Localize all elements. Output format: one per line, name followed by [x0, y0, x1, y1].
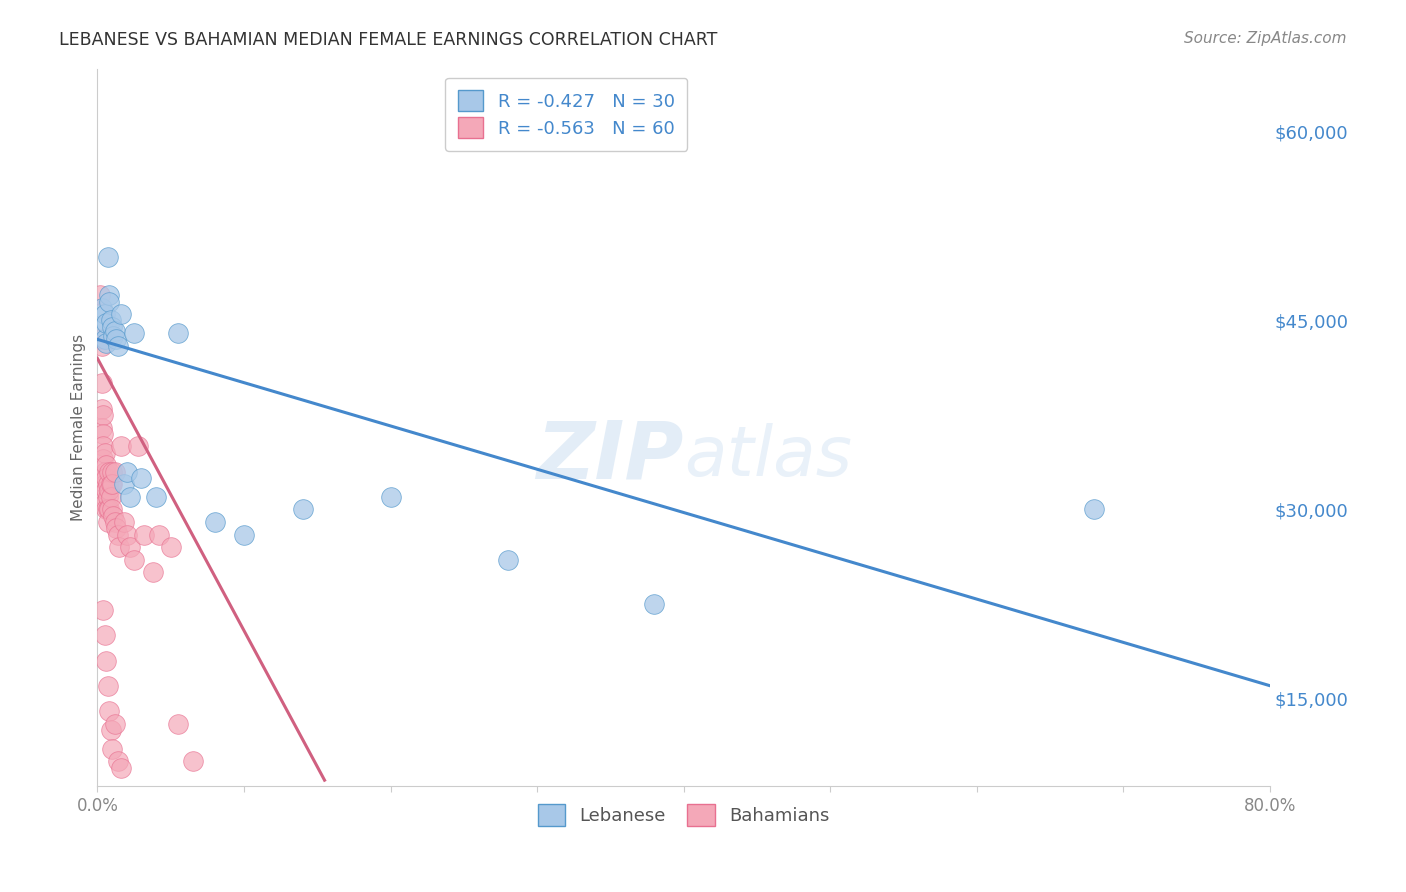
- Point: [159, 540, 181, 554]
- Point: [93, 332, 115, 346]
- Point: [97, 251, 120, 265]
- Point: [100, 313, 122, 327]
- Point: [98, 288, 121, 302]
- Y-axis label: Median Female Earnings: Median Female Earnings: [72, 334, 86, 521]
- Text: atlas: atlas: [683, 423, 852, 490]
- Point: [93, 307, 115, 321]
- Point: [97, 490, 120, 504]
- Point: [97, 477, 120, 491]
- Point: [115, 465, 138, 479]
- Point: [91, 603, 114, 617]
- Legend: Lebanese, Bahamians: Lebanese, Bahamians: [529, 795, 838, 835]
- Point: [93, 490, 115, 504]
- Point: [103, 328, 125, 343]
- Point: [103, 508, 125, 523]
- Point: [90, 301, 112, 315]
- Point: [91, 319, 114, 334]
- Point: [291, 502, 314, 516]
- Point: [496, 553, 519, 567]
- Point: [89, 288, 111, 302]
- Point: [107, 338, 129, 352]
- Point: [97, 502, 120, 516]
- Point: [104, 324, 127, 338]
- Point: [94, 502, 117, 516]
- Point: [90, 376, 112, 391]
- Point: [101, 465, 124, 479]
- Point: [104, 515, 127, 529]
- Point: [91, 452, 114, 467]
- Text: ZIP: ZIP: [536, 417, 683, 495]
- Point: [101, 741, 124, 756]
- Point: [104, 465, 127, 479]
- Point: [1083, 502, 1105, 516]
- Point: [181, 754, 204, 768]
- Point: [110, 439, 132, 453]
- Point: [112, 477, 135, 491]
- Point: [93, 446, 115, 460]
- Point: [94, 336, 117, 351]
- Point: [108, 540, 131, 554]
- Point: [98, 502, 121, 516]
- Point: [90, 338, 112, 352]
- Point: [204, 515, 226, 529]
- Point: [101, 477, 124, 491]
- Point: [97, 515, 120, 529]
- Point: [122, 326, 145, 340]
- Point: [145, 490, 167, 504]
- Text: LEBANESE VS BAHAMIAN MEDIAN FEMALE EARNINGS CORRELATION CHART: LEBANESE VS BAHAMIAN MEDIAN FEMALE EARNI…: [59, 31, 717, 49]
- Point: [110, 307, 132, 321]
- Point: [232, 527, 254, 541]
- Point: [91, 408, 114, 422]
- Point: [94, 483, 117, 498]
- Point: [100, 477, 122, 491]
- Point: [122, 553, 145, 567]
- Point: [98, 465, 121, 479]
- Point: [94, 316, 117, 330]
- Point: [107, 527, 129, 541]
- Point: [98, 483, 121, 498]
- Point: [118, 490, 141, 504]
- Point: [105, 332, 128, 346]
- Point: [142, 566, 165, 580]
- Point: [94, 458, 117, 473]
- Point: [94, 653, 117, 667]
- Point: [105, 521, 128, 535]
- Point: [101, 319, 124, 334]
- Point: [643, 597, 665, 611]
- Point: [134, 527, 156, 541]
- Point: [91, 426, 114, 441]
- Text: Source: ZipAtlas.com: Source: ZipAtlas.com: [1184, 31, 1347, 46]
- Point: [94, 471, 117, 485]
- Point: [380, 490, 402, 504]
- Point: [118, 540, 141, 554]
- Point: [107, 754, 129, 768]
- Point: [93, 465, 115, 479]
- Point: [91, 439, 114, 453]
- Point: [127, 439, 149, 453]
- Point: [167, 326, 190, 340]
- Point: [112, 515, 135, 529]
- Point: [90, 401, 112, 416]
- Point: [97, 679, 120, 693]
- Point: [93, 628, 115, 642]
- Point: [148, 527, 170, 541]
- Point: [110, 761, 132, 775]
- Point: [98, 704, 121, 718]
- Point: [98, 294, 121, 309]
- Point: [91, 471, 114, 485]
- Point: [93, 496, 115, 510]
- Point: [90, 420, 112, 434]
- Point: [89, 332, 111, 346]
- Point: [167, 716, 190, 731]
- Point: [115, 527, 138, 541]
- Point: [101, 502, 124, 516]
- Point: [104, 716, 127, 731]
- Point: [100, 723, 122, 737]
- Point: [93, 477, 115, 491]
- Point: [100, 490, 122, 504]
- Point: [131, 471, 153, 485]
